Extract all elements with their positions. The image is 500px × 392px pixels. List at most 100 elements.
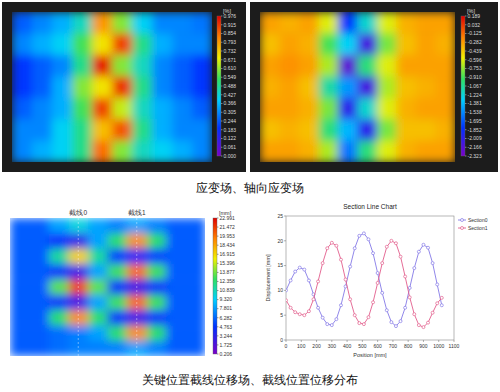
colorbar-tick <box>217 245 219 246</box>
cell <box>72 76 93 98</box>
cell <box>30 295 50 311</box>
cell <box>12 119 33 141</box>
colorbar-tick <box>217 326 219 327</box>
cell <box>338 33 358 55</box>
cell <box>32 119 53 141</box>
cell <box>88 310 108 326</box>
x-tick-label: 1100 <box>449 343 460 349</box>
cell <box>72 119 93 141</box>
cell <box>299 12 319 34</box>
colorbar-tick <box>465 33 467 34</box>
y-tick-label: 15 <box>277 262 283 268</box>
colorbar-tick <box>221 86 223 87</box>
cell <box>88 249 108 265</box>
colorbar <box>213 218 217 354</box>
point <box>381 262 384 265</box>
cell <box>127 325 147 341</box>
cell <box>69 233 89 249</box>
colorbar-tick <box>217 263 219 264</box>
cell <box>32 98 53 120</box>
cell <box>69 295 89 311</box>
point <box>376 272 379 275</box>
cell <box>358 119 378 141</box>
colorbar-label: 0.976 <box>224 13 237 19</box>
x-tick <box>408 340 409 342</box>
colorbar-label: -2.166 <box>468 144 482 150</box>
colorbar-tick <box>465 121 467 122</box>
legend-label: Section1 <box>468 225 488 231</box>
cell <box>416 76 436 98</box>
point <box>422 326 425 329</box>
point <box>289 279 292 282</box>
colorbar-tick <box>465 138 467 139</box>
cell <box>108 325 128 341</box>
cell <box>416 55 436 77</box>
cell <box>132 119 153 141</box>
x-tick <box>362 340 363 342</box>
cell <box>127 218 147 234</box>
cell <box>436 76 456 98</box>
cell <box>112 33 133 55</box>
cell <box>319 76 339 98</box>
cell <box>10 341 30 356</box>
cell <box>260 141 280 162</box>
point <box>408 296 411 299</box>
point <box>335 244 338 247</box>
section-line <box>136 218 137 356</box>
cell <box>30 310 50 326</box>
colorbar-label: 19.953 <box>220 233 236 239</box>
cell <box>132 12 153 34</box>
cell <box>52 33 73 55</box>
point <box>372 301 375 304</box>
cell <box>192 76 212 98</box>
point <box>358 234 361 237</box>
cell <box>52 141 73 162</box>
cell <box>49 264 69 280</box>
cell <box>49 249 69 265</box>
cell <box>377 141 397 162</box>
point <box>330 241 333 244</box>
legend-marker <box>461 227 464 230</box>
point <box>385 309 388 312</box>
cell <box>377 119 397 141</box>
cell <box>147 264 167 280</box>
x-tick <box>423 340 424 342</box>
cell <box>12 141 33 162</box>
cell <box>10 310 30 326</box>
point <box>436 302 439 305</box>
cell <box>192 141 212 162</box>
field <box>12 12 212 162</box>
cell <box>112 76 133 98</box>
colorbar-label: 9.320 <box>220 296 233 302</box>
colorbar-tick <box>217 281 219 282</box>
cell <box>49 218 69 234</box>
x-tick-label: 400 <box>343 343 352 349</box>
x-tick <box>331 340 332 342</box>
cell <box>280 76 300 98</box>
colorbar-label: 21.472 <box>220 224 236 230</box>
cell <box>72 12 93 34</box>
colorbar-label: 0.488 <box>224 83 237 89</box>
point <box>303 268 306 271</box>
colorbar-tick <box>221 24 223 25</box>
cell <box>88 279 108 295</box>
legend-swatch <box>458 228 466 229</box>
cell <box>32 76 53 98</box>
cell <box>397 98 417 120</box>
colorbar-label: -1.695 <box>468 118 482 124</box>
colorbar-label: 0.732 <box>224 48 237 54</box>
y-tick-label: 5 <box>280 312 283 318</box>
colorbar-label: 0.854 <box>224 30 237 36</box>
colorbar-label: 6.282 <box>220 315 233 321</box>
cell <box>127 295 147 311</box>
cell <box>132 98 153 120</box>
colorbar-tick <box>221 77 223 78</box>
x-tick-label: 0 <box>285 343 288 349</box>
cell <box>416 12 436 34</box>
colorbar-tick <box>465 112 467 113</box>
cell <box>172 119 193 141</box>
cell <box>147 249 167 265</box>
colorbar-tick <box>465 24 467 25</box>
point <box>431 262 434 265</box>
colorbar-label: 0.305 <box>224 109 237 115</box>
